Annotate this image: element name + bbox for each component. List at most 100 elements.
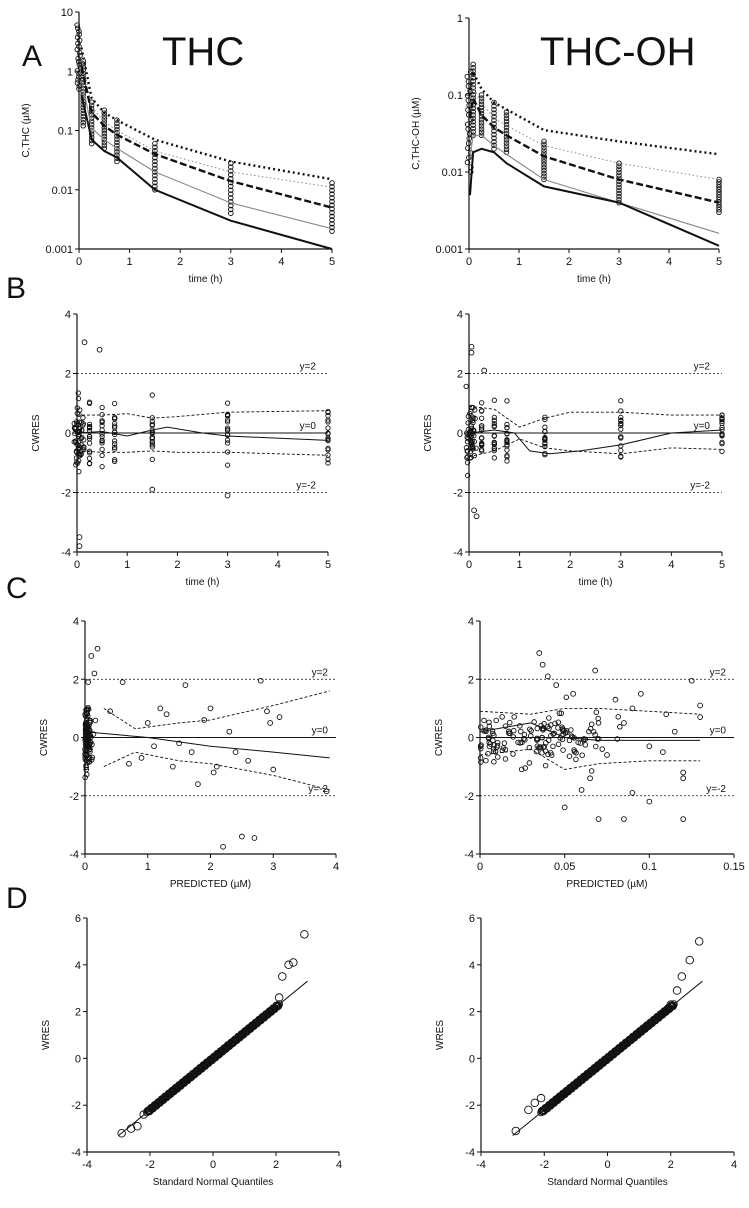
residual-point [478,724,484,730]
observation-point [491,142,497,149]
residual-point [75,390,81,396]
observation-point [101,110,108,116]
y-tick-label: -2 [69,791,79,803]
residual-point [592,667,598,674]
x-tick-label: 0.15 [723,861,744,873]
residual-point [163,711,170,718]
observation-point [478,104,485,111]
x-axis-label: Standard Normal Quantiles [153,1177,274,1188]
residual-point [614,736,621,742]
smooth-median [84,731,330,759]
residual-point [86,450,93,456]
x-axis-label: Standard Normal Quantiles [547,1177,668,1188]
observation-point [329,202,335,208]
observation-point [152,165,158,172]
observation-point [101,142,108,149]
series-line [469,84,720,180]
series-line [80,66,333,209]
observation-point [464,121,471,128]
x-tick-label: 5 [329,256,335,268]
residual-point [83,724,89,731]
residual-point [542,434,548,441]
y-tick-label: 0 [75,1053,81,1065]
residual-point [719,412,725,418]
observation-point [76,61,83,68]
x-tick-label: 0 [74,559,80,571]
residual-point [504,421,510,428]
residual-point [510,751,516,757]
reference-label: y=0 [312,726,329,737]
residual-point [542,437,548,443]
chart-c-thc: 0 1 2 3 4 -4 -2 0 2 4 PREDICTED (µM) CWRES y=2 y=0 y=-… [39,616,339,890]
residual-point [697,702,703,709]
observation-point [503,118,510,125]
observation-point [616,184,622,191]
residual-point [540,744,547,751]
residual-point [485,734,492,741]
residual-point [660,749,666,755]
observation-point [541,159,547,165]
residual-point [539,661,546,668]
y-tick-label: 2 [457,369,463,381]
residual-point [719,415,725,421]
observation-point [75,40,81,47]
residual-point [112,458,118,465]
y-tick-label: -4 [453,547,463,559]
smooth-median [468,429,723,455]
observation-point [114,136,120,142]
residual-point [220,843,226,850]
title-thc-oh: THC-OH [540,30,696,74]
x-tick-label: 1 [517,559,523,571]
residual-point [592,731,598,738]
x-tick-label: 2 [567,559,573,571]
observation-point [478,95,485,101]
residual-point [618,426,624,432]
observation-point [152,176,158,182]
x-tick-label: 2 [207,861,213,873]
residual-point [719,433,725,439]
y-axis-label: WRES [41,1020,52,1050]
residual-point [82,734,89,741]
panel-letter-d: D [6,882,28,915]
x-tick-label: 3 [225,559,231,571]
observation-point [470,88,476,95]
observation-point [329,224,335,231]
residual-point [478,400,485,406]
residual-point [81,447,87,453]
panel-letter-a: A [22,40,43,73]
residual-point [504,398,510,404]
observation-point [228,210,234,217]
residual-point [76,411,82,417]
observation-point [478,101,485,108]
residual-point [170,763,176,770]
residual-point [539,725,546,732]
x-tick-label: 4 [278,256,284,268]
observation-point [464,73,471,80]
residual-point [149,392,155,398]
residual-point [83,721,89,728]
residual-point [542,443,548,450]
residual-point [618,447,624,454]
qq-point [666,1000,676,1009]
residual-point [325,447,331,453]
residual-point [107,708,113,715]
observation-point [503,137,510,143]
y-tick-label: 4 [457,309,463,321]
residual-point [86,423,93,430]
x-axis-label: time (h) [186,577,220,588]
qq-point [524,1105,533,1115]
observation-point [465,107,471,113]
observation-point [491,124,497,131]
residual-point [564,729,570,736]
x-tick-label: 1 [127,256,133,268]
residual-point [138,755,145,761]
observation-point [470,105,476,112]
reference-label: y=2 [300,362,317,373]
residual-point [618,420,624,427]
residual-point [86,440,93,446]
observation-point [616,193,622,200]
residual-point [719,424,725,431]
residual-point [73,439,79,445]
y-tick-label: -2 [71,1100,81,1112]
